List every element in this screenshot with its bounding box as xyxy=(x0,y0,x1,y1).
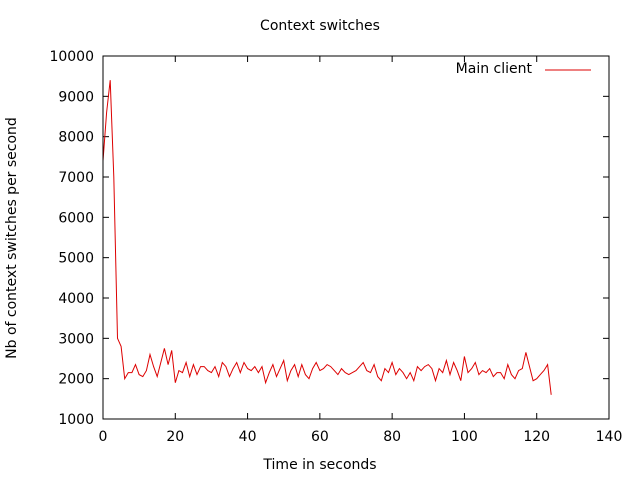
y-tick-label: 7000 xyxy=(58,170,94,186)
y-tick-label: 2000 xyxy=(58,372,94,388)
y-tick-label: 3000 xyxy=(58,331,94,347)
series-line-0 xyxy=(102,80,552,395)
x-tick-label: 60 xyxy=(311,429,329,445)
series-layer xyxy=(102,80,552,395)
x-tick-label: 140 xyxy=(596,429,623,445)
legend-label-main-client: Main client xyxy=(455,61,532,77)
x-tick-label: 20 xyxy=(166,429,184,445)
y-tick-label: 1000 xyxy=(58,412,94,428)
y-tick-label: 4000 xyxy=(58,291,94,307)
y-tick-label: 10000 xyxy=(49,49,94,65)
chart-title: Context switches xyxy=(260,18,380,34)
plot-frame xyxy=(102,55,610,420)
x-tick-label: 100 xyxy=(451,429,478,445)
y-tick-label: 5000 xyxy=(58,251,94,267)
y-tick-label: 9000 xyxy=(58,89,94,105)
y-axis-ticks: 1000 2000 3000 4000 5000 6000 7000 8000 9000 1000… xyxy=(49,49,609,428)
x-tick-label: 120 xyxy=(523,429,550,445)
x-axis-label: Time in seconds xyxy=(263,457,377,473)
x-tick-label: 0 xyxy=(99,429,108,445)
x-tick-label: 40 xyxy=(239,429,257,445)
y-tick-label: 8000 xyxy=(58,130,94,146)
x-axis-ticks: 0 20 40 60 80 100 120 140 xyxy=(99,56,623,445)
y-axis-label: Nb of context switches per second xyxy=(4,117,20,359)
x-tick-label: 80 xyxy=(383,429,401,445)
y-tick-label: 6000 xyxy=(58,210,94,226)
